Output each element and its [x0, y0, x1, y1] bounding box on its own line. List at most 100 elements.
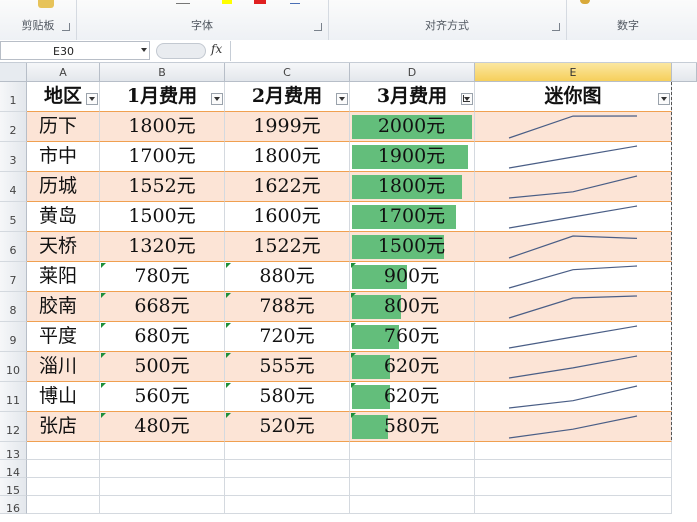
empty-cell[interactable] [27, 478, 100, 496]
row-header[interactable]: 12 [0, 412, 27, 442]
name-box[interactable]: E30 [0, 41, 150, 60]
filter-dropdown-chevron-down-icon[interactable] [211, 93, 223, 105]
jan-cost-cell[interactable]: 680元 [100, 322, 225, 352]
region-cell[interactable]: 市中 [27, 142, 100, 172]
formula-input[interactable] [230, 41, 697, 61]
row-header[interactable]: 11 [0, 382, 27, 412]
region-cell[interactable]: 平度 [27, 322, 100, 352]
feb-cost-cell[interactable]: 788元 [225, 292, 350, 322]
row-header[interactable]: 9 [0, 322, 27, 352]
empty-cell[interactable] [475, 460, 672, 478]
sparkline-cell[interactable] [475, 232, 672, 262]
mar-cost-cell[interactable] [350, 142, 475, 172]
empty-cell[interactable] [475, 442, 672, 460]
name-box-chevron-down-icon[interactable] [141, 48, 147, 52]
column-header-d[interactable]: D [350, 63, 475, 82]
empty-cell[interactable] [27, 496, 100, 514]
worksheet[interactable]: A B C D E 1 2 3 4 5 6 7 8 9 10 11 12 13 14 15 16 地区 1月费用 2月费用 3月… [0, 63, 697, 515]
mar-cost-cell[interactable] [350, 322, 475, 352]
region-cell[interactable]: 博山 [27, 382, 100, 412]
row-header[interactable]: 5 [0, 202, 27, 232]
formula-bar-splitter[interactable] [156, 43, 206, 59]
filter-dropdown-chevron-down-icon[interactable] [658, 93, 670, 105]
format-painter-icon[interactable] [38, 0, 54, 8]
region-cell[interactable]: 历下 [27, 112, 100, 142]
sparkline-cell[interactable] [475, 112, 672, 142]
feb-cost-cell[interactable]: 1622元 [225, 172, 350, 202]
row-header[interactable]: 1 [0, 82, 27, 112]
row-header[interactable]: 4 [0, 172, 27, 202]
feb-cost-cell[interactable]: 580元 [225, 382, 350, 412]
row-header[interactable]: 7 [0, 262, 27, 292]
header-cell-region[interactable]: 地区 [27, 82, 100, 112]
header-cell-m3[interactable]: 3月费用 [350, 82, 475, 112]
jan-cost-cell[interactable]: 480元 [100, 412, 225, 442]
fill-color-icon[interactable] [222, 0, 232, 4]
region-cell[interactable]: 天桥 [27, 232, 100, 262]
jan-cost-cell[interactable]: 668元 [100, 292, 225, 322]
feb-cost-cell[interactable]: 1999元 [225, 112, 350, 142]
row-header[interactable]: 8 [0, 292, 27, 322]
row-header[interactable]: 14 [0, 460, 27, 479]
empty-cell[interactable] [100, 460, 225, 478]
font-color-icon[interactable] [254, 0, 266, 4]
clipboard-launcher-icon[interactable] [62, 23, 70, 31]
region-cell[interactable]: 张店 [27, 412, 100, 442]
region-cell[interactable]: 莱阳 [27, 262, 100, 292]
column-header-c[interactable]: C [225, 63, 350, 82]
feb-cost-cell[interactable]: 1600元 [225, 202, 350, 232]
filter-dropdown-chevron-down-icon[interactable] [86, 93, 98, 105]
empty-cell[interactable] [350, 460, 475, 478]
empty-cell[interactable] [225, 478, 350, 496]
region-cell[interactable]: 淄川 [27, 352, 100, 382]
header-cell-m1[interactable]: 1月费用 [100, 82, 225, 112]
row-header[interactable]: 3 [0, 142, 27, 172]
empty-cell[interactable] [475, 478, 672, 496]
region-cell[interactable]: 黄岛 [27, 202, 100, 232]
header-cell-spark[interactable]: 迷你图 [475, 82, 672, 112]
column-header-f[interactable] [672, 63, 697, 82]
row-header[interactable]: 10 [0, 352, 27, 382]
empty-cell[interactable] [100, 442, 225, 460]
filter-dropdown-chevron-down-icon[interactable] [461, 93, 473, 105]
empty-cell[interactable] [475, 496, 672, 514]
empty-cell[interactable] [225, 442, 350, 460]
row-header[interactable]: 6 [0, 232, 27, 262]
currency-icon[interactable] [580, 0, 590, 4]
row-header[interactable]: 13 [0, 442, 27, 461]
sparkline-cell[interactable] [475, 172, 672, 202]
empty-cell[interactable] [27, 442, 100, 460]
jan-cost-cell[interactable]: 1552元 [100, 172, 225, 202]
column-header-a[interactable]: A [27, 63, 100, 82]
jan-cost-cell[interactable]: 1320元 [100, 232, 225, 262]
jan-cost-cell[interactable]: 560元 [100, 382, 225, 412]
wrap-text-icon[interactable] [290, 0, 300, 4]
sparkline-cell[interactable] [475, 412, 672, 442]
jan-cost-cell[interactable]: 1500元 [100, 202, 225, 232]
empty-cell[interactable] [27, 460, 100, 478]
empty-cell[interactable] [100, 478, 225, 496]
feb-cost-cell[interactable]: 520元 [225, 412, 350, 442]
row-header[interactable]: 15 [0, 478, 27, 497]
column-header-e[interactable]: E [475, 63, 672, 82]
region-cell[interactable]: 胶南 [27, 292, 100, 322]
empty-cell[interactable] [350, 478, 475, 496]
empty-cell[interactable] [350, 496, 475, 514]
jan-cost-cell[interactable]: 500元 [100, 352, 225, 382]
feb-cost-cell[interactable]: 720元 [225, 322, 350, 352]
insert-function-icon[interactable]: fx [211, 42, 223, 56]
jan-cost-cell[interactable]: 1700元 [100, 142, 225, 172]
alignment-launcher-icon[interactable] [552, 23, 560, 31]
mar-cost-cell[interactable] [350, 262, 475, 292]
header-cell-m2[interactable]: 2月费用 [225, 82, 350, 112]
sparkline-cell[interactable] [475, 352, 672, 382]
feb-cost-cell[interactable]: 1800元 [225, 142, 350, 172]
empty-cell[interactable] [100, 496, 225, 514]
feb-cost-cell[interactable]: 1522元 [225, 232, 350, 262]
region-cell[interactable]: 历城 [27, 172, 100, 202]
column-header-b[interactable]: B [100, 63, 225, 82]
mar-cost-cell[interactable] [350, 382, 475, 412]
feb-cost-cell[interactable]: 880元 [225, 262, 350, 292]
empty-cell[interactable] [225, 496, 350, 514]
jan-cost-cell[interactable]: 780元 [100, 262, 225, 292]
